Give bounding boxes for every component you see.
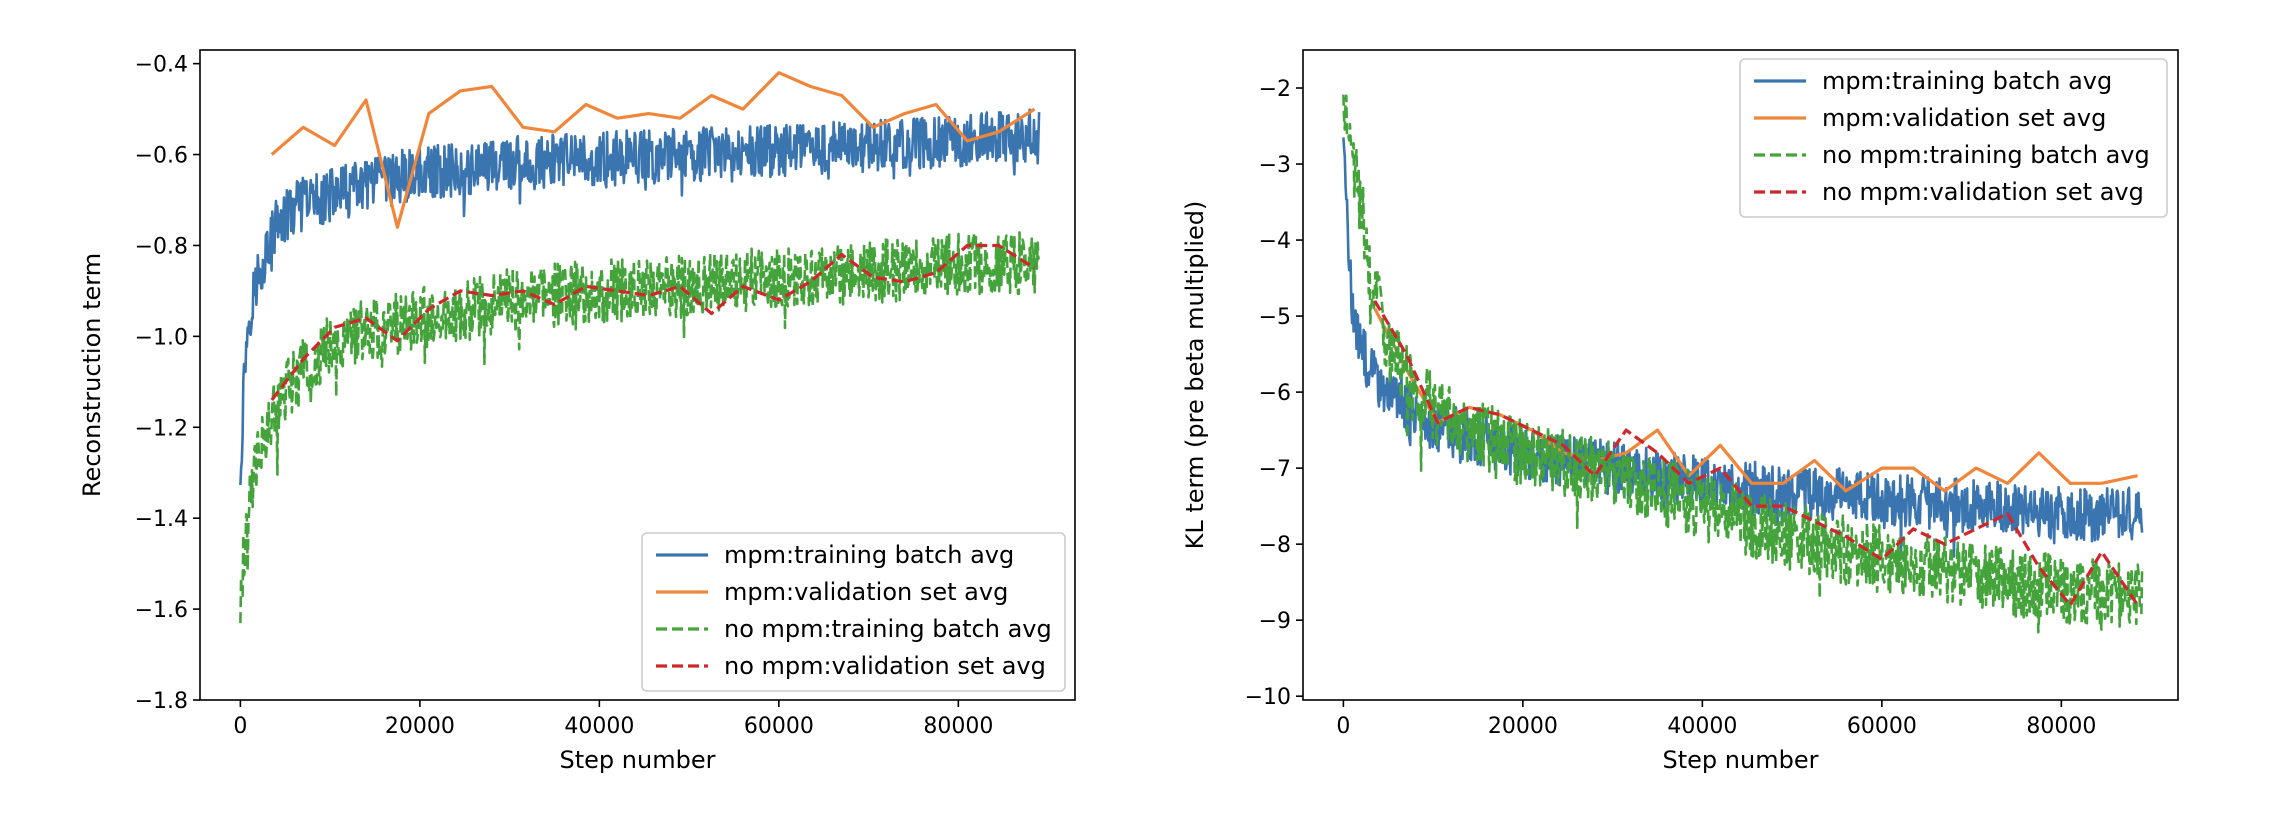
plot-area [1342, 94, 2144, 634]
series-line-2 [1373, 307, 2138, 493]
x-tick-label: 40000 [564, 714, 634, 739]
series-line-4 [270, 243, 1036, 401]
x-axis-label: Step number [560, 746, 716, 774]
y-tick-label: −9 [1259, 609, 1291, 634]
chart-panel-1: 0 20000 40000 60000 80000 −1.8 −1.6 −1.4 −1.2 −1.… [78, 49, 1076, 774]
y-axis-label: Reconstruction term [78, 253, 106, 497]
series-line-3 [1342, 94, 2144, 634]
x-tick-label: 0 [1336, 714, 1350, 739]
series-line-4 [1373, 300, 2139, 607]
legend-box [641, 532, 1066, 692]
y-tick-label: −1.4 [135, 507, 188, 532]
x-tick-label: 80000 [2026, 714, 2096, 739]
y-tick-label: −2 [1259, 77, 1291, 102]
y-tick-label: −7 [1259, 457, 1291, 482]
y-tick-label: −4 [1259, 229, 1291, 254]
y-tick-label: −10 [1245, 685, 1291, 710]
x-tick-label: 40000 [1667, 714, 1737, 739]
y-tick-label: −0.6 [135, 144, 188, 169]
legend-label: mpm:training batch avg [1822, 67, 2112, 95]
x-tick-label: 20000 [385, 714, 455, 739]
series-line-3 [239, 231, 1041, 624]
series-line-1 [239, 108, 1041, 486]
legend-label: mpm:validation set avg [724, 578, 1008, 606]
x-tick-label: 20000 [1488, 714, 1558, 739]
legend-label: no mpm:validation set avg [1822, 178, 2144, 206]
x-tick-label: 0 [233, 714, 247, 739]
y-tick-label: −5 [1259, 305, 1291, 330]
legend-label: mpm:validation set avg [1822, 104, 2106, 132]
y-tick-label: −6 [1259, 381, 1291, 406]
y-tick-label: −1.6 [135, 598, 188, 623]
legend-label: no mpm:validation set avg [724, 652, 1046, 680]
plot-area [239, 71, 1041, 624]
axes-frame [199, 49, 1076, 701]
y-axis-label: KL term (pre beta multiplied) [1181, 201, 1209, 550]
legend: mpm:training batch avg mpm:validation set… [641, 532, 1066, 692]
y-tick-label: −0.8 [135, 234, 188, 259]
legend-label: no mpm:training batch avg [1822, 141, 2150, 169]
legend-label: no mpm:training batch avg [724, 615, 1052, 643]
legend-box [1739, 58, 2168, 218]
x-tick-label: 80000 [923, 714, 993, 739]
y-tick-label: −0.4 [135, 53, 188, 78]
y-tick-label: −8 [1259, 533, 1291, 558]
legend: mpm:training batch avg mpm:validation set… [1739, 58, 2168, 218]
chart-panel-2: 0 20000 40000 60000 80000 −10 −9 −8 −7 −6 −5 −4 −3 −2… [1181, 49, 2179, 774]
x-axis-label: Step number [1663, 746, 1819, 774]
x-tick-label: 60000 [744, 714, 814, 739]
y-tick-label: −3 [1259, 153, 1291, 178]
y-tick-label: −1.8 [135, 689, 188, 714]
y-tick-label: −1.0 [135, 325, 188, 350]
axes-frame [1302, 49, 2179, 701]
series-line-2 [270, 71, 1036, 229]
y-tick-label: −1.2 [135, 416, 188, 441]
legend-label: mpm:training batch avg [724, 541, 1014, 569]
x-tick-label: 60000 [1847, 714, 1917, 739]
